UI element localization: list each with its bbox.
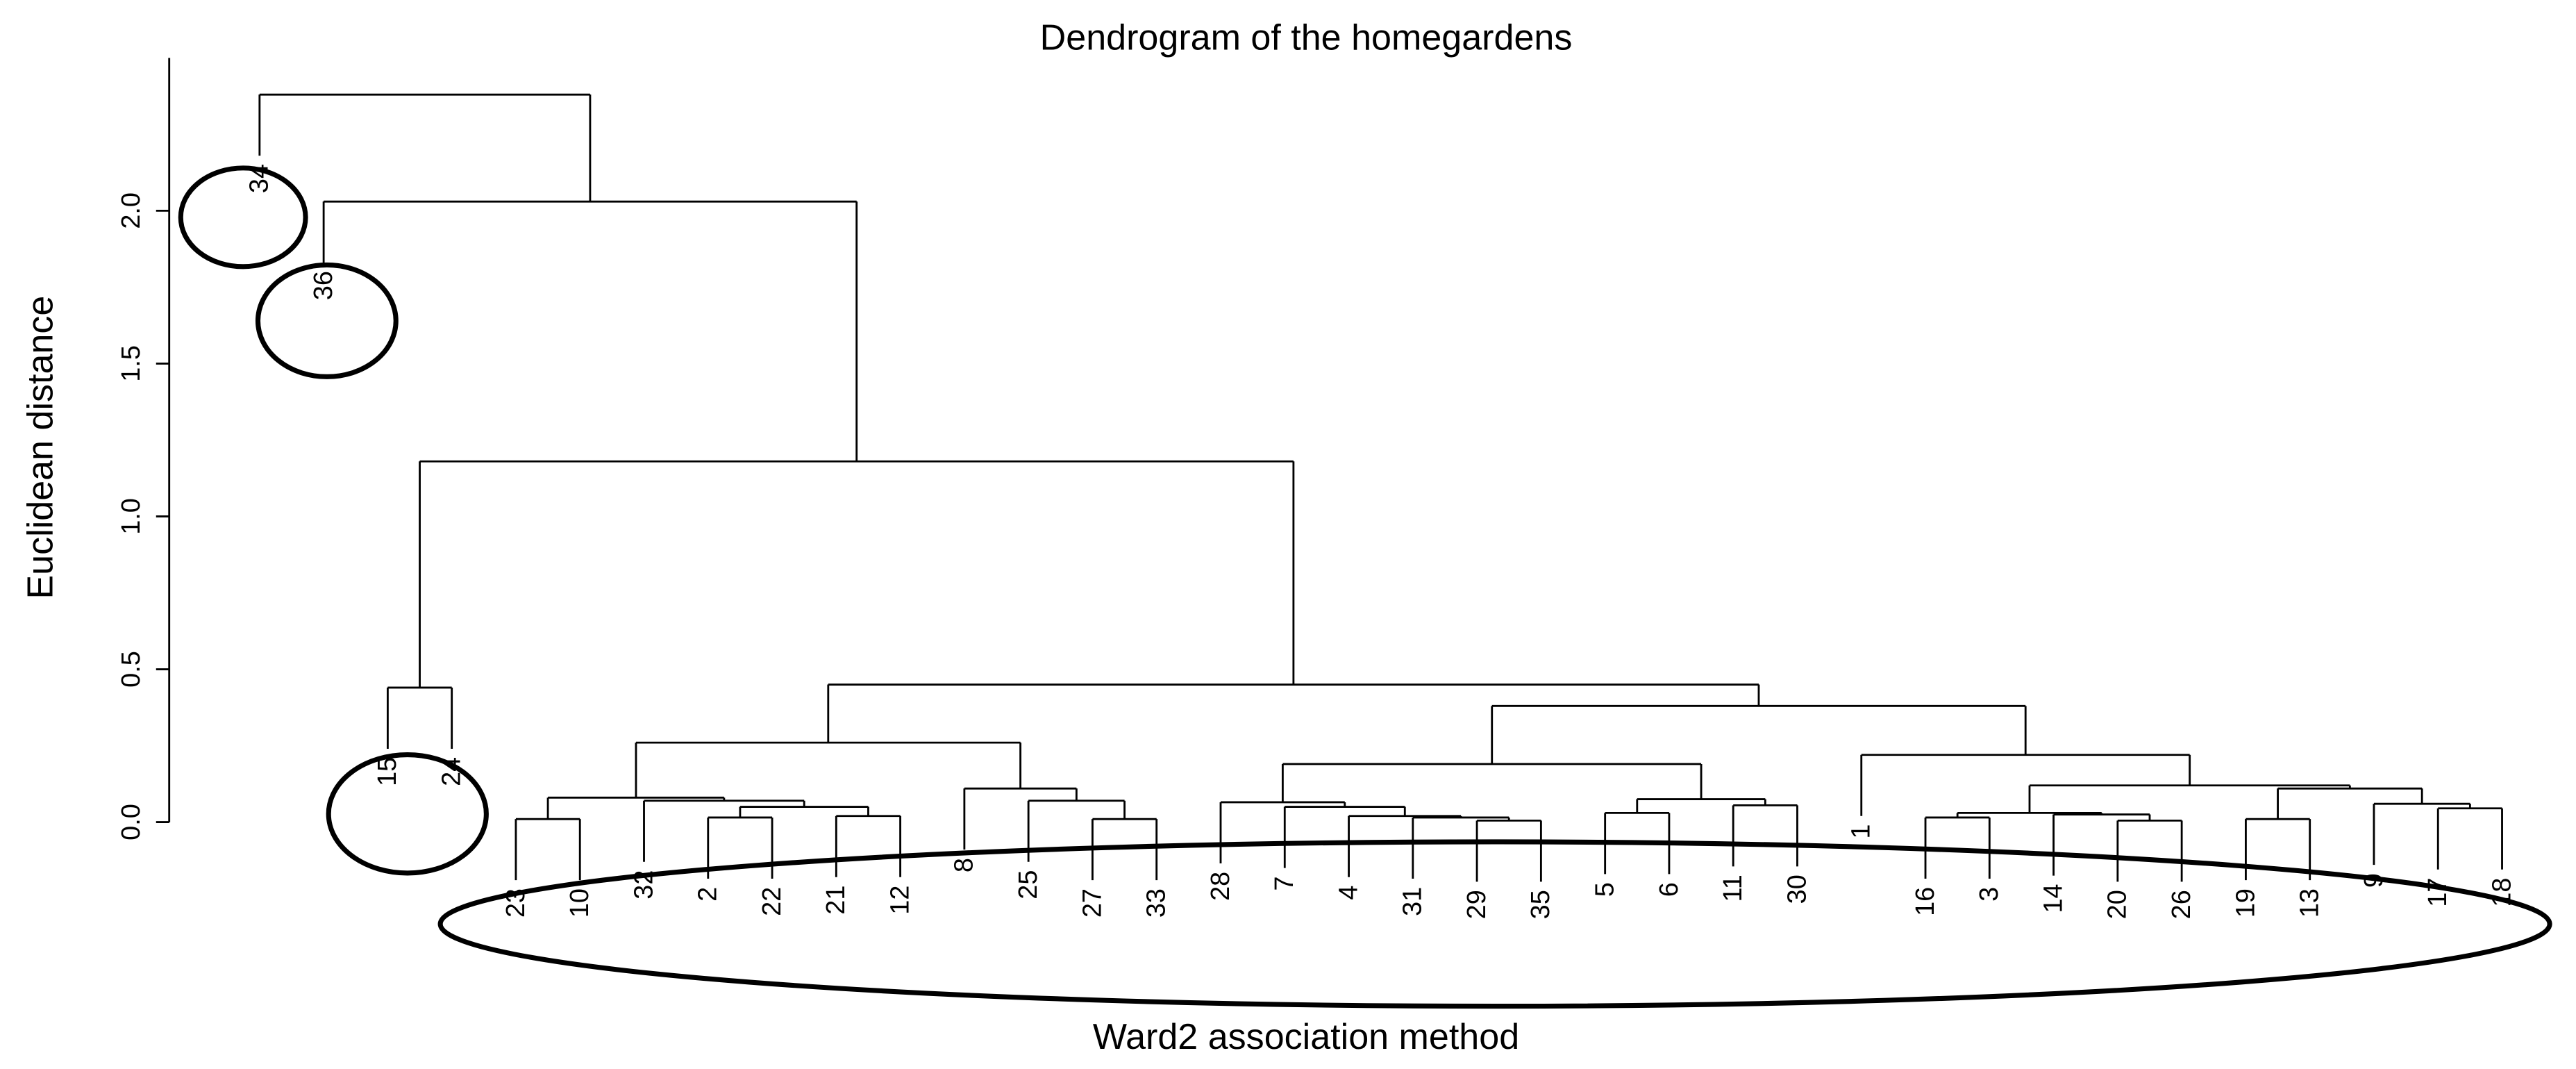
merge-link [2116, 819, 2183, 882]
leaf-label: 16 [1911, 887, 1940, 916]
leaf-label: 2 [694, 887, 723, 902]
highlight-ring [326, 752, 489, 876]
leaf-label: 17 [2423, 878, 2452, 907]
leaf-label: 18 [2487, 878, 2516, 907]
merge-link [1604, 811, 1671, 875]
leaf-label: 20 [2103, 890, 2132, 919]
leaf-label: 36 [309, 271, 338, 300]
leaf-label: 8 [950, 858, 979, 872]
leaf-label: 19 [2231, 888, 2260, 918]
merge-link [2245, 818, 2311, 881]
leaf-label: 14 [2039, 884, 2068, 913]
leaf-label: 12 [885, 886, 914, 915]
merge-link [835, 815, 902, 877]
leaf-label: 4 [1334, 886, 1363, 900]
merge-link [1491, 704, 2027, 764]
merge-link [515, 818, 581, 881]
y-tick-label: 1.5 [117, 345, 146, 382]
leaf-label: 22 [758, 887, 787, 916]
merge-link [1475, 819, 1542, 882]
leaf-label: 34 [245, 164, 274, 193]
merge-link [386, 686, 453, 749]
merge-link [963, 787, 1078, 850]
merge-link [2052, 813, 2151, 876]
merge-link [643, 799, 805, 862]
leaf-label: 27 [1078, 888, 1107, 918]
merge-link [2436, 807, 2503, 870]
leaf-label: 25 [1014, 870, 1043, 900]
leaf-label: 11 [1718, 875, 1748, 902]
y-tick-label: 0.0 [117, 804, 146, 840]
merge-link [1636, 798, 1766, 813]
leaf-label: 33 [1142, 888, 1171, 918]
leaf-label: 21 [821, 886, 851, 915]
leaf-label: 6 [1655, 882, 1684, 897]
leaf-label: 26 [2167, 890, 2196, 919]
y-axis-label: Euclidean distance [21, 296, 61, 599]
merge-link [1027, 799, 1126, 862]
leaf-label: 13 [2295, 888, 2325, 918]
chart-title: Dendrogram of the homegardens [1040, 18, 1573, 58]
highlight-ring [437, 839, 2552, 1009]
y-tick-label: 2.0 [117, 192, 146, 229]
leaf-label: 35 [1526, 890, 1555, 919]
leaf-label: 1 [1847, 824, 1876, 839]
y-tick-label: 0.5 [117, 651, 146, 688]
leaf-label: 7 [1270, 876, 1299, 890]
merge-link [707, 816, 773, 879]
leaf-label: 31 [1398, 887, 1428, 916]
merge-link [1092, 818, 1158, 881]
leaf-label: 23 [501, 888, 530, 918]
y-tick-label: 1.0 [117, 498, 146, 535]
merge-link [419, 460, 1295, 688]
leaf-label: 5 [1590, 882, 1619, 897]
merge-link [1281, 763, 1703, 802]
leaf-label: 3 [1975, 887, 2004, 902]
merge-link [1283, 806, 1406, 868]
leaf-label: 9 [2359, 873, 2389, 888]
merge-link [322, 200, 858, 462]
leaf-label: 32 [629, 870, 658, 900]
leaf-label: 15 [373, 757, 402, 786]
leaf-label: 24 [437, 757, 467, 786]
highlight-ring [178, 165, 308, 270]
leaf-label: 30 [1782, 875, 1812, 904]
merge-link [1924, 816, 1991, 879]
merge-link [2277, 787, 2423, 820]
merge-link [258, 93, 592, 202]
leaf-label: 10 [565, 888, 594, 918]
merge-link [739, 806, 869, 818]
x-axis-label: Ward2 association method [1093, 1017, 1519, 1057]
merge-link [635, 741, 1022, 798]
leaf-label: 29 [1462, 890, 1491, 919]
merge-link [1860, 754, 2191, 816]
merge-link [1732, 804, 1798, 867]
merge-link [827, 683, 1760, 743]
leaf-label: 28 [1206, 872, 1235, 901]
highlight-ring [255, 262, 399, 379]
